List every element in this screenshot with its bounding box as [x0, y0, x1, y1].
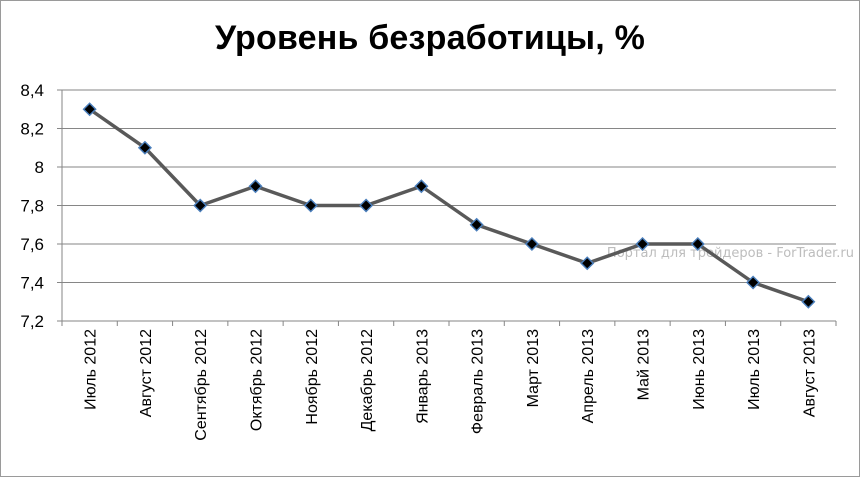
y-tick-label: 7,2 [20, 312, 44, 331]
data-point [746, 275, 761, 290]
x-tick-label: Январь 2013 [414, 329, 431, 424]
data-point [524, 236, 539, 252]
data-point [137, 140, 152, 155]
data-point [248, 179, 263, 194]
watermark: Портал для трейдеров - ForTrader.ru [607, 246, 854, 261]
data-point [414, 179, 429, 194]
x-tick-label: Июнь 2013 [691, 329, 708, 410]
data-point [359, 198, 374, 213]
y-tick-label: 8,2 [20, 120, 44, 139]
y-tick-label: 7,8 [20, 197, 44, 216]
x-tick-label: Сентябрь 2012 [193, 329, 210, 441]
x-tick-label: Март 2013 [525, 329, 542, 407]
y-tick-label: 7,6 [20, 235, 44, 254]
data-point [635, 236, 650, 252]
x-tick-label: Декабрь 2012 [359, 329, 376, 432]
x-tick-label: Август 2012 [138, 329, 155, 417]
y-tick-label: 7,4 [20, 274, 44, 293]
x-tick-label: Февраль 2013 [470, 329, 487, 434]
x-tick-label: Июль 2013 [746, 329, 763, 410]
y-tick-label: 8,4 [20, 81, 44, 100]
y-tick-label: 8 [35, 158, 44, 177]
data-point [193, 198, 208, 213]
data-point [82, 102, 97, 117]
x-tick-label: Ноябрь 2012 [304, 329, 321, 425]
data-point [580, 256, 595, 271]
chart-title: Уровень безработицы, % [214, 19, 646, 57]
x-tick-label: Октябрь 2012 [249, 329, 266, 431]
x-tick-label: Август 2013 [801, 329, 818, 417]
x-tick-label: Апрель 2013 [580, 329, 597, 423]
series-line [88, 107, 809, 304]
x-tick-label: Май 2013 [636, 329, 653, 400]
data-point [690, 236, 705, 252]
data-point [801, 294, 816, 309]
data-point [303, 198, 318, 213]
data-point [469, 217, 484, 232]
x-tick-label: Июль 2012 [83, 329, 100, 410]
